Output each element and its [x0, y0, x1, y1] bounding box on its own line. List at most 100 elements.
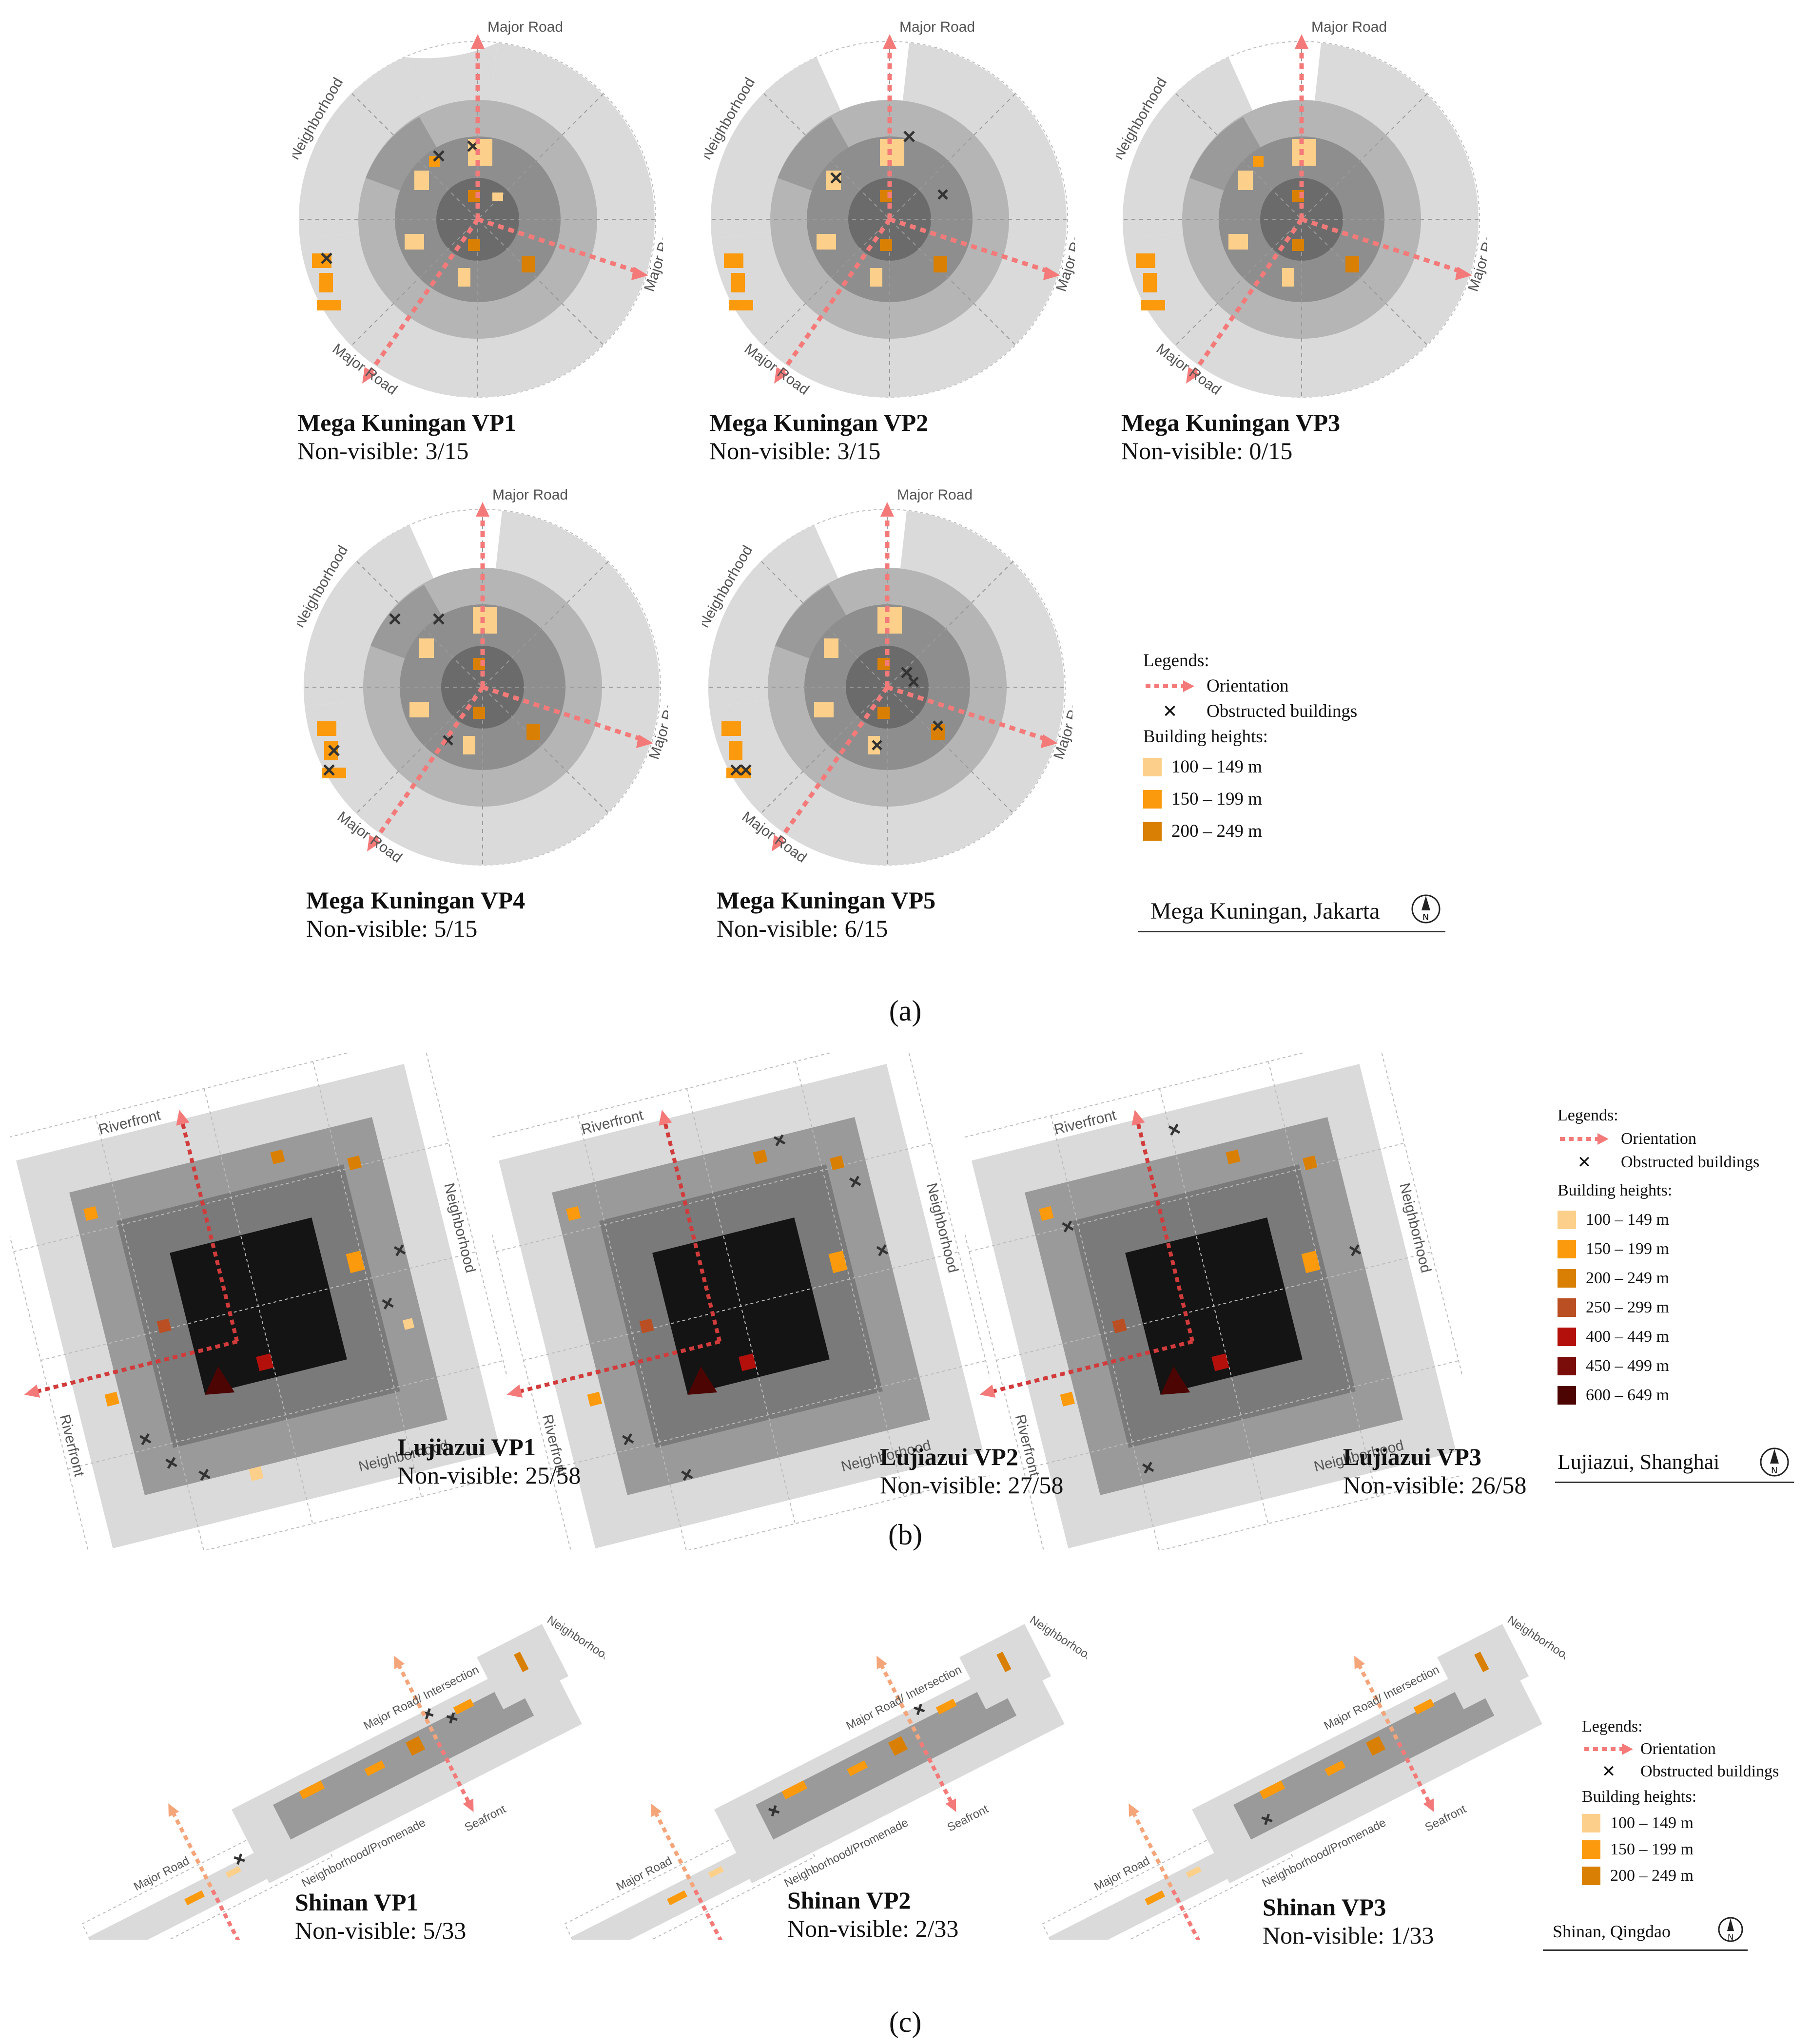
swatch — [1582, 1840, 1600, 1859]
legend-orientation-label: Orientation — [1207, 676, 1289, 696]
site-label-b: Lujiazui, Shanghai N — [1555, 1443, 1794, 1483]
caption-subtitle: Non-visible: 1/33 — [1263, 1922, 1434, 1949]
swatch — [1558, 1211, 1576, 1229]
panel-label-b: (b) — [888, 1519, 922, 1551]
legend-height-row: 600 – 649 m — [1558, 1384, 1759, 1407]
caption-title: Lujiazui VP3 — [1343, 1443, 1481, 1470]
caption-subtitle: Non-visible: 6/15 — [717, 915, 888, 942]
legend-height-label: 200 – 249 m — [1171, 821, 1263, 841]
north-compass-icon: N — [1411, 894, 1441, 924]
square-diagram-vp3: Riverfront Riverfront Neighborhood Neigh… — [965, 1053, 1462, 1550]
legend-height-label: 100 – 149 m — [1171, 757, 1263, 777]
legend-height-label: 100 – 149 m — [1586, 1211, 1669, 1229]
legend-orientation-label: Orientation — [1640, 1740, 1716, 1758]
legend-b: Legends: Orientation ✕ Obstructed buildi… — [1558, 1104, 1759, 1407]
swatch — [1558, 1269, 1576, 1288]
legend-height-row: 100 – 149 m — [1582, 1812, 1779, 1834]
legend-obstructed-label: Obstructed buildings — [1621, 1153, 1760, 1171]
cross-icon: ✕ — [1577, 1153, 1592, 1172]
panel-b: Riverfront Riverfront Neighborhood Neigh… — [0, 1043, 1811, 1560]
caption-title: Mega Kuningan VP1 — [297, 409, 517, 436]
caption-lujiazui-vp3: Lujiazui VP3 Non-visible: 26/58 — [1343, 1443, 1526, 1499]
north-compass-icon: N — [1760, 1447, 1789, 1477]
caption-vp4: Mega Kuningan VP4 Non-visible: 5/15 — [306, 886, 525, 943]
legend-heading: Legends: — [1143, 651, 1209, 671]
caption-shinan-vp1: Shinan VP1 Non-visible: 5/33 — [295, 1888, 466, 1945]
legend-height-label: 150 – 199 m — [1610, 1840, 1694, 1858]
panel-a: Major Road Major Road Major Road Neighbo… — [292, 19, 1487, 1027]
north-compass-icon: N — [1718, 1917, 1743, 1942]
caption-title: Mega Kuningan VP5 — [717, 887, 936, 914]
caption-vp2: Mega Kuningan VP2 Non-visible: 3/15 — [709, 408, 928, 465]
swatch — [1143, 790, 1162, 809]
legend-orientation: Orientation — [1558, 1127, 1759, 1151]
compass-letter: N — [1728, 1932, 1733, 1942]
legend-heights-heading: Building heights: — [1558, 1181, 1673, 1199]
caption-vp1: Mega Kuningan VP1 Non-visible: 3/15 — [297, 408, 516, 465]
caption-subtitle: Non-visible: 3/15 — [709, 437, 881, 464]
swatch — [1582, 1814, 1600, 1832]
svg-text:Major Road: Major Road — [492, 487, 568, 503]
legend-height-label: 150 – 199 m — [1171, 789, 1263, 809]
caption-title: Mega Kuningan VP3 — [1121, 409, 1341, 436]
panel-label-a: (a) — [889, 995, 922, 1027]
site-name: Lujiazui, Shanghai — [1558, 1450, 1720, 1474]
panel-c: Major Road Major Road/ Intersection Neig… — [0, 1574, 1811, 2044]
caption-title: Mega Kuningan VP2 — [709, 409, 929, 436]
orientation-arrow-icon — [1584, 1743, 1633, 1755]
caption-title: Shinan VP1 — [295, 1889, 419, 1916]
radial-diagram-vp1: Major Road Major Road Major Road Neighbo… — [292, 19, 663, 398]
caption-title: Lujiazui VP1 — [397, 1433, 536, 1461]
strip-diagram-vp3: Major Road Major Road/ Intersection Neig… — [1041, 1613, 1565, 1940]
compass-letter: N — [1422, 912, 1429, 923]
swatch — [1558, 1386, 1576, 1405]
site-name: Mega Kuningan, Jakarta — [1150, 898, 1380, 924]
caption-lujiazui-vp2: Lujiazui VP2 Non-visible: 27/58 — [880, 1443, 1063, 1499]
compass-letter: N — [1771, 1466, 1777, 1476]
orientation-arrow-icon — [1560, 1133, 1609, 1145]
caption-subtitle: Non-visible: 2/33 — [787, 1915, 959, 1942]
swatch — [1143, 822, 1162, 841]
site-name: Shinan, Qingdao — [1553, 1922, 1671, 1941]
legend-obstructed: ✕ Obstructed buildings — [1558, 1151, 1760, 1174]
caption-subtitle: Non-visible: 0/15 — [1121, 437, 1293, 464]
caption-subtitle: Non-visible: 27/58 — [880, 1471, 1064, 1499]
legend-height-row: 200 – 249 m — [1558, 1267, 1759, 1290]
legend-height-label: 250 – 299 m — [1586, 1298, 1669, 1316]
legend-height-label: 200 – 249 m — [1610, 1867, 1694, 1885]
site-label-c: Shinan, Qingdao N — [1543, 1910, 1748, 1951]
caption-vp5: Mega Kuningan VP5 Non-visible: 6/15 — [717, 886, 935, 943]
legend-c: Legends: Orientation ✕ Obstructed buildi… — [1582, 1716, 1779, 1887]
legend-a: Legends: Orientation ✕ Obstructed buildi… — [1143, 648, 1357, 844]
caption-subtitle: Non-visible: 25/58 — [397, 1462, 581, 1489]
swatch — [1558, 1357, 1576, 1375]
legend-height-row: 400 – 449 m — [1558, 1325, 1759, 1349]
legend-obstructed: ✕ Obstructed buildings — [1582, 1760, 1779, 1783]
square-diagram-vp2: Riverfront Riverfront Neighborhood Neigh… — [492, 1053, 990, 1550]
svg-text:Major Road: Major Road — [897, 487, 973, 503]
caption-lujiazui-vp1: Lujiazui VP1 Non-visible: 25/58 — [397, 1433, 581, 1489]
site-label-a: Mega Kuningan, Jakarta N — [1138, 892, 1445, 932]
legend-orientation: Orientation — [1143, 674, 1357, 699]
strip-diagram-vp1: Major Road Major Road/ Intersection Neig… — [81, 1613, 604, 1940]
legend-height-row: 100 – 149 m — [1143, 754, 1357, 780]
caption-subtitle: Non-visible: 5/33 — [295, 1917, 467, 1944]
cross-icon: ✕ — [1601, 1762, 1616, 1781]
legend-heading: Legends: — [1582, 1717, 1643, 1735]
orientation-arrow-icon — [1146, 680, 1194, 692]
legend-height-row: 200 – 249 m — [1582, 1865, 1779, 1887]
legend-orientation-label: Orientation — [1621, 1130, 1696, 1148]
svg-text:Major Road: Major Road — [1311, 19, 1387, 35]
svg-text:Major Road: Major Road — [487, 19, 563, 35]
legend-height-row: 450 – 499 m — [1558, 1354, 1759, 1378]
caption-subtitle: Non-visible: 3/15 — [297, 437, 469, 464]
swatch — [1558, 1240, 1576, 1258]
square-diagram-vp1: Riverfront Riverfront Neighborhood Neigh… — [10, 1053, 507, 1550]
legend-height-row: 150 – 199 m — [1582, 1838, 1779, 1861]
caption-title: Shinan VP3 — [1263, 1893, 1386, 1921]
legend-obstructed-label: Obstructed buildings — [1207, 701, 1358, 721]
radial-diagram-vp5: Major Road Major Road Major Road Neighbo… — [702, 487, 1072, 866]
strip-diagram-vp2: Major Road Major Road/ Intersection Neig… — [564, 1613, 1087, 1940]
legend-height-label: 450 – 499 m — [1586, 1357, 1669, 1375]
legend-height-label: 100 – 149 m — [1610, 1814, 1694, 1832]
